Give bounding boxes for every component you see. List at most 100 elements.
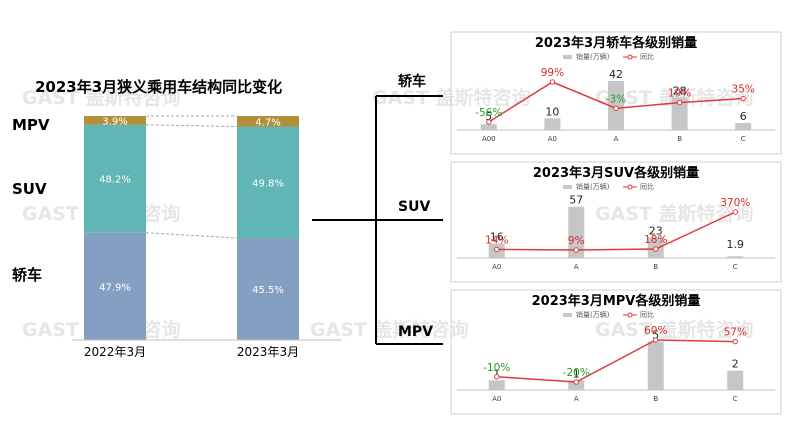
panel-title: 2023年3月轿车各级别销量: [535, 35, 697, 51]
yoy-value-label: 57%: [724, 327, 747, 339]
watermark-text: GAST 盖斯特咨询: [595, 318, 754, 341]
legend-label-yoy: 同比: [640, 52, 654, 61]
sales-value-label: 42: [609, 68, 623, 81]
legend-marker-yoy: [627, 312, 633, 318]
dashed-connector: [145, 232, 238, 239]
yoy-marker: [740, 95, 746, 102]
panel-x-tick: B: [677, 135, 682, 143]
sales-bar-C: [727, 256, 744, 258]
data-label: 47.9%: [99, 282, 131, 293]
yoy-value-label: 19%: [668, 88, 691, 100]
panel-frame: [450, 289, 782, 415]
tree-connector: [312, 95, 443, 345]
panel-x-tick: B: [653, 263, 658, 271]
panel-x-tick: A0: [548, 135, 557, 143]
yoy-marker: [653, 337, 659, 343]
panel-frame: [450, 161, 782, 283]
tree-label-suv: SUV: [398, 199, 430, 215]
yoy-value-label: -3%: [606, 93, 626, 105]
sales-value-label: 23: [649, 224, 663, 237]
yoy-value-label: -20%: [563, 367, 590, 379]
legend-swatch-sales: [563, 313, 572, 317]
yoy-line: [496, 339, 736, 383]
legend-label-yoy: 同比: [640, 182, 654, 191]
bar-MPV-2023年3月: [237, 116, 299, 127]
x-tick-label: 2022年3月: [84, 345, 146, 359]
panel-x-tick: A: [614, 135, 619, 143]
yoy-value-label: 35%: [732, 84, 755, 96]
sales-value-label: 2: [732, 358, 739, 371]
yoy-line: [496, 211, 736, 251]
yoy-marker: [549, 79, 556, 85]
tree-label-sedan: 轿车: [398, 73, 426, 90]
structure-chart-title: 2023年3月狭义乘用车结构同比变化: [35, 78, 282, 96]
sales-bar-A0: [488, 380, 505, 390]
legend-label-suv: SUV: [12, 180, 47, 198]
panel-title: 2023年3月SUV各级别销量: [533, 165, 699, 181]
legend-swatch-sales: [563, 55, 572, 59]
bar-轿车-2023年3月: [237, 238, 299, 340]
legend-label-sales: 销量(万辆): [576, 182, 610, 191]
sales-value-label: 6: [740, 110, 747, 123]
yoy-marker: [676, 99, 683, 106]
structure-chart: 2023年3月狭义乘用车结构同比变化 MPV SUV 轿车 47.9% 48.2%…: [12, 78, 342, 359]
watermark-text: GAST 盖斯特咨询: [22, 86, 181, 109]
sales-value-label: 28: [673, 84, 687, 97]
tree-label-mpv: MPV: [398, 324, 433, 340]
bar-MPV-2022年3月: [84, 116, 146, 125]
bar-SUV-2023年3月: [237, 126, 299, 239]
yoy-value-label: 60%: [644, 325, 667, 337]
sales-bar-A0: [544, 118, 561, 130]
sales-value-label: 5: [652, 329, 659, 342]
watermark-text: GAST 盖斯特咨询: [595, 202, 754, 225]
data-label: 48.2%: [99, 175, 131, 186]
panel-title: 2023年3月MPV各级别销量: [532, 293, 701, 309]
sales-bar-B: [671, 97, 688, 130]
data-label: 49.8%: [252, 178, 284, 189]
yoy-value-label: 9%: [568, 235, 585, 247]
yoy-marker: [494, 246, 500, 253]
panel-x-tick: C: [733, 395, 738, 403]
panel-x-tick: A00: [482, 135, 496, 143]
sales-value-label: 16: [490, 231, 504, 244]
sales-value-label: 1.9: [727, 238, 745, 251]
legend-label-sales: 销量(万辆): [576, 310, 610, 319]
sales-value-label: 5: [485, 110, 492, 123]
legend-label-sedan: 轿车: [12, 266, 42, 284]
yoy-marker: [486, 119, 492, 125]
yoy-marker: [494, 374, 500, 380]
panel-x-tick: C: [733, 263, 738, 271]
legend-label-yoy: 同比: [640, 310, 654, 319]
panel-frame: [450, 31, 782, 155]
yoy-marker: [573, 379, 579, 385]
sales-bar-A00: [480, 124, 497, 130]
sales-bar-B: [647, 341, 664, 390]
yoy-marker: [732, 209, 738, 215]
yoy-value-label: 18%: [644, 234, 667, 246]
sales-value-label: 57: [569, 194, 583, 207]
yoy-marker: [732, 338, 738, 345]
legend-label-sales: 销量(万辆): [576, 52, 610, 61]
x-tick-label: 2023年3月: [237, 345, 299, 359]
watermark-text: GAST 盖斯特咨询: [310, 318, 469, 341]
sales-bar-C: [735, 123, 752, 130]
yoy-value-label: -10%: [483, 362, 510, 374]
yoy-value-label: 370%: [720, 197, 750, 209]
sales-bar-C: [727, 370, 744, 390]
dashed-connector: [145, 124, 238, 128]
bar-轿车-2022年3月: [84, 232, 146, 340]
panel-x-tick: C: [741, 135, 746, 143]
yoy-marker: [653, 246, 659, 252]
yoy-value-label: 99%: [541, 67, 564, 79]
panel-x-tick: A0: [492, 263, 501, 271]
yoy-marker: [573, 247, 579, 253]
panel-x-tick: B: [653, 395, 658, 403]
sales-bar-A: [608, 81, 624, 130]
bar-SUV-2022年3月: [84, 124, 146, 233]
legend-marker-yoy: [627, 54, 633, 60]
panel-x-tick: A: [574, 395, 579, 403]
